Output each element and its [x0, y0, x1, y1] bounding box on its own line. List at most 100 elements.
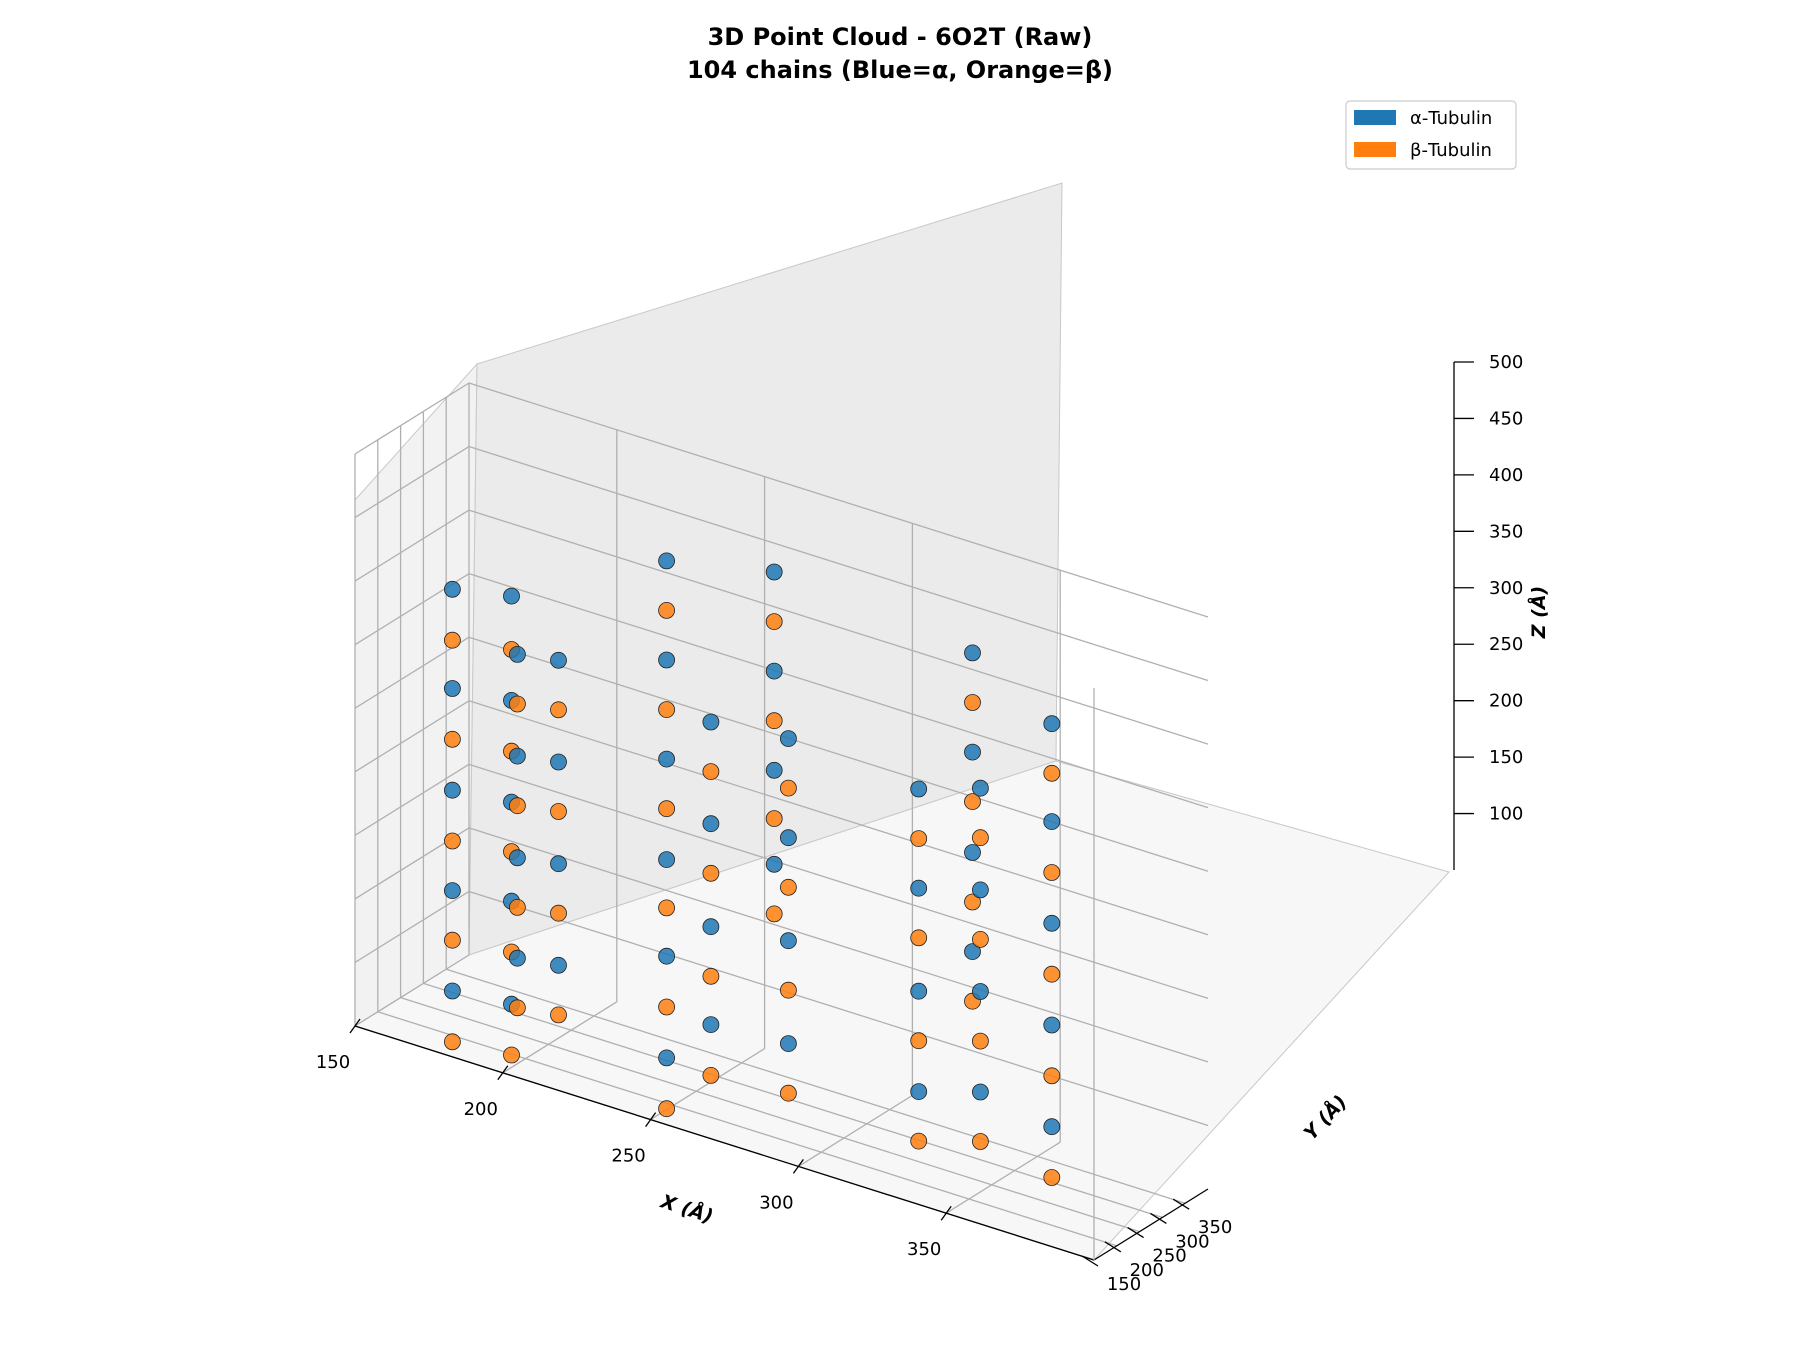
beta-tubulin-point	[550, 803, 567, 820]
alpha-tubulin-point	[910, 780, 928, 798]
grid-line-y-floor	[423, 982, 1163, 1219]
beta-tubulin-point	[658, 998, 675, 1016]
x-tick-labels: 150 200 250 300 350	[316, 1052, 942, 1260]
beta-tubulin-point	[550, 904, 567, 922]
grid-line-z-back	[468, 445, 1209, 682]
y-tick	[1127, 1227, 1144, 1239]
beta-tubulin-point	[702, 1067, 720, 1084]
alpha-tubulin-point	[443, 982, 461, 1000]
beta-tubulin-point	[910, 1032, 928, 1050]
alpha-tubulin-point	[443, 781, 461, 799]
x-tick-label: 250	[611, 1146, 645, 1167]
alpha-tubulin-point	[503, 587, 520, 605]
beta-tubulin-point	[1043, 965, 1061, 983]
x-tick	[940, 1205, 952, 1221]
x-tick-label: 300	[759, 1192, 793, 1213]
grid-line-z-back	[468, 890, 1209, 1127]
grid-line-z-left	[354, 700, 470, 773]
beta-tubulin-point	[658, 1100, 675, 1118]
alpha-tubulin-point	[910, 879, 928, 897]
y-tick	[1150, 1212, 1167, 1224]
alpha-tubulin-point	[550, 855, 567, 873]
beta-tubulin-point	[964, 694, 981, 711]
alpha-tubulin-point	[550, 753, 567, 771]
alpha-tubulin-point	[509, 747, 526, 765]
beta-tubulin-point	[550, 1006, 567, 1024]
legend-swatch-beta	[1354, 142, 1396, 157]
alpha-tubulin-point	[765, 563, 783, 581]
beta-tubulin-point	[443, 631, 461, 649]
alpha-tubulin-point	[658, 651, 675, 669]
beta-tubulin-point	[972, 931, 989, 948]
alpha-tubulin-point	[910, 1083, 928, 1100]
beta-tubulin-point	[910, 929, 928, 947]
alpha-tubulin-point	[509, 949, 526, 967]
beta-tubulin-point	[964, 893, 981, 911]
chart-subtitle: 104 chains (Blue=α, Orange=β)	[687, 56, 1113, 84]
y-tick	[1081, 1255, 1099, 1267]
z-tick-label: 100	[1489, 804, 1523, 825]
beta-tubulin-point	[780, 981, 797, 999]
scatter-points	[443, 552, 1061, 1186]
grid-line-y-floor	[377, 1011, 1117, 1247]
beta-tubulin-point	[910, 830, 928, 847]
alpha-tubulin-point	[1043, 914, 1061, 932]
z-tick-label: 400	[1489, 465, 1523, 486]
x-axis-line	[354, 1025, 1095, 1261]
alpha-tubulin-point	[509, 646, 526, 663]
alpha-tubulin-point	[550, 651, 567, 669]
beta-tubulin-point	[658, 701, 675, 718]
z-tick-labels: 100 150 200 250 300 350 400 450 500	[1489, 352, 1523, 825]
y-tick-label: 300	[1175, 1231, 1209, 1252]
legend: α-Tubulin β-Tubulin	[1345, 100, 1517, 170]
grid-line-z-left	[354, 763, 470, 836]
alpha-tubulin-point	[702, 815, 720, 833]
axis-edges	[354, 362, 1455, 1261]
y-tick-label: 150	[1107, 1274, 1141, 1295]
beta-tubulin-point	[702, 864, 720, 882]
alpha-tubulin-point	[780, 829, 797, 847]
alpha-tubulin-point	[780, 730, 797, 747]
alpha-tubulin-point	[780, 1035, 797, 1052]
alpha-tubulin-point	[658, 750, 675, 768]
beta-tubulin-point	[1043, 1067, 1061, 1085]
y-tick-label: 200	[1130, 1260, 1164, 1281]
beta-tubulin-point	[972, 1032, 989, 1050]
alpha-tubulin-point	[443, 580, 461, 598]
grid-line-y-floor	[400, 996, 1140, 1233]
grid-line-y-floor	[446, 968, 1186, 1204]
grid-line-z-back	[468, 573, 1209, 809]
beta-tubulin-point	[765, 613, 783, 630]
beta-tubulin-point	[509, 695, 526, 713]
axis-ticks	[349, 361, 1474, 1267]
alpha-tubulin-point	[972, 779, 989, 797]
beta-tubulin-point	[550, 701, 567, 719]
grid-line-z-left	[354, 509, 470, 582]
alpha-tubulin-point	[1043, 813, 1061, 830]
z-tick-label: 500	[1489, 352, 1523, 373]
beta-tubulin-point	[910, 1132, 928, 1150]
grid-line-x-floor	[502, 1001, 618, 1074]
alpha-tubulin-point	[964, 943, 981, 960]
alpha-tubulin-point	[509, 849, 526, 867]
alpha-tubulin-point	[658, 1049, 675, 1067]
grid-line-z-left	[354, 382, 470, 455]
x-tick-label: 350	[907, 1239, 941, 1260]
alpha-tubulin-point	[1043, 1118, 1061, 1136]
alpha-tubulin-point	[658, 947, 675, 965]
alpha-tubulin-point	[765, 662, 783, 680]
y-tick-labels: 150 200 250 300 350	[1107, 1217, 1233, 1295]
legend-swatch-alpha	[1354, 110, 1396, 125]
x-tick	[645, 1112, 657, 1127]
alpha-tubulin-point	[658, 552, 675, 570]
beta-tubulin-point	[1043, 764, 1061, 782]
beta-tubulin-point	[964, 793, 981, 810]
z-tick-label: 350	[1489, 521, 1523, 542]
beta-tubulin-point	[509, 899, 526, 916]
beta-tubulin-point	[658, 602, 675, 619]
beta-tubulin-point	[503, 1046, 520, 1064]
alpha-tubulin-point	[443, 680, 461, 697]
alpha-tubulin-point	[964, 743, 981, 761]
x-tick	[349, 1018, 361, 1034]
x-tick-label: 150	[316, 1052, 350, 1073]
